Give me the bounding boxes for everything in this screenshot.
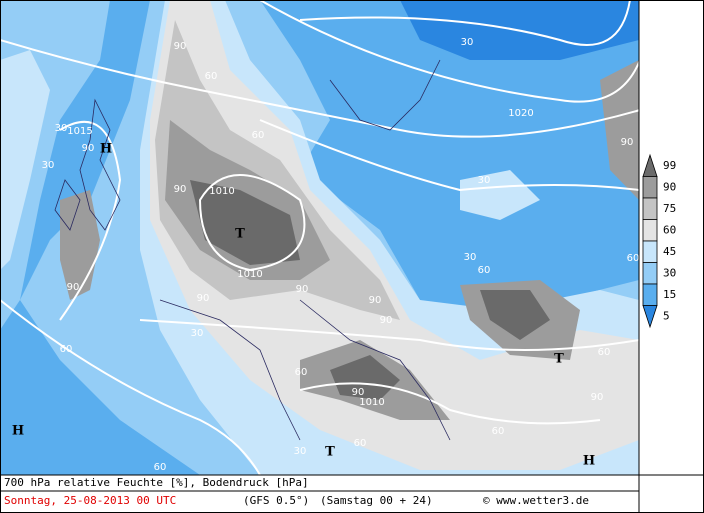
coastline <box>54 179 81 231</box>
legend-label: 5 <box>663 309 670 322</box>
pressure-center: T <box>325 445 335 460</box>
isobar <box>139 319 640 351</box>
contour-label: 30 <box>42 160 55 171</box>
coastline <box>159 299 301 441</box>
contour-label: 90 <box>67 282 80 293</box>
contour-label: 90 <box>82 143 95 154</box>
contour-label: 1020 <box>508 108 533 119</box>
legend-swatch <box>642 240 658 263</box>
legend-label: 60 <box>663 223 676 236</box>
contour-label: 60 <box>492 426 505 437</box>
isobars <box>0 0 641 476</box>
isobar <box>259 119 640 192</box>
contour-label: 60 <box>252 130 265 141</box>
coastline <box>299 299 451 441</box>
legend-swatch <box>642 176 658 199</box>
legend-swatch <box>642 197 658 220</box>
contour-label: 30 <box>55 123 68 134</box>
contour-label: 60 <box>627 253 640 264</box>
contour-label: 1010 <box>209 186 234 197</box>
contour-label: 90 <box>380 315 393 326</box>
field <box>190 180 300 265</box>
footer-title: 700 hPa relative Feuchte [%], Bodendruck… <box>4 476 309 489</box>
contour-label: 60 <box>354 438 367 449</box>
coastlines <box>54 59 451 441</box>
contour-label: 30 <box>461 37 474 48</box>
contour-label: 30 <box>191 328 204 339</box>
contour-label: 60 <box>60 344 73 355</box>
legend: 99 90 75 60 45 30 15 5 <box>642 153 676 329</box>
contour-label: 90 <box>369 295 382 306</box>
contour-label: 30 <box>464 252 477 263</box>
pressure-center: H <box>583 454 595 469</box>
pressure-center: H <box>12 424 24 439</box>
pressure-center: H <box>100 142 112 157</box>
legend-label: 15 <box>663 288 676 301</box>
isobar <box>259 0 641 103</box>
contour-label: 90 <box>197 293 210 304</box>
footer-date: Sonntag, 25-08-2013 00 UTC <box>4 494 176 507</box>
legend-swatch <box>642 283 658 306</box>
field <box>480 290 550 340</box>
contour-label: 90 <box>621 137 634 148</box>
isobar <box>299 0 631 46</box>
coastline <box>79 98 121 231</box>
contour-label: 90 <box>174 41 187 52</box>
contour-label: 60 <box>478 265 491 276</box>
isobar <box>0 299 261 476</box>
legend-label: 30 <box>663 266 676 279</box>
legend-swatch <box>642 262 658 285</box>
contour-label: 90 <box>296 284 309 295</box>
legend-label: 90 <box>663 180 676 193</box>
legend-swatch <box>642 305 658 329</box>
isobar <box>198 174 306 272</box>
humidity-field <box>0 0 639 475</box>
contour-label: 90 <box>174 184 187 195</box>
legend-label: 75 <box>663 202 676 215</box>
field <box>460 170 540 220</box>
field <box>330 355 400 400</box>
contour-label: 60 <box>154 462 167 473</box>
contour-label: 60 <box>598 347 611 358</box>
contour-label: 30 <box>294 446 307 457</box>
footer-run: (Samstag 00 + 24) <box>320 494 433 507</box>
isobar <box>299 382 601 425</box>
contour-label: 1015 <box>67 126 92 137</box>
legend-label: 45 <box>663 245 676 258</box>
contour-label: 30 <box>478 175 491 186</box>
legend-swatch <box>642 219 658 242</box>
pressure-center: T <box>235 227 245 242</box>
footer-model: (GFS 0.5°) <box>243 494 309 507</box>
pressure-center: T <box>554 352 564 367</box>
footer-source: © www.wetter3.de <box>483 494 589 507</box>
legend-label: 99 <box>663 159 676 172</box>
coastline <box>329 59 441 131</box>
isobar <box>59 120 122 321</box>
contour-label: 60 <box>295 367 308 378</box>
isobar <box>0 39 641 138</box>
contour-label: 1010 <box>237 269 262 280</box>
contour-label: 90 <box>352 387 365 398</box>
field <box>0 50 50 270</box>
contour-label: 1010 <box>359 397 384 408</box>
contour-label: 60 <box>205 71 218 82</box>
contour-label: 90 <box>591 392 604 403</box>
